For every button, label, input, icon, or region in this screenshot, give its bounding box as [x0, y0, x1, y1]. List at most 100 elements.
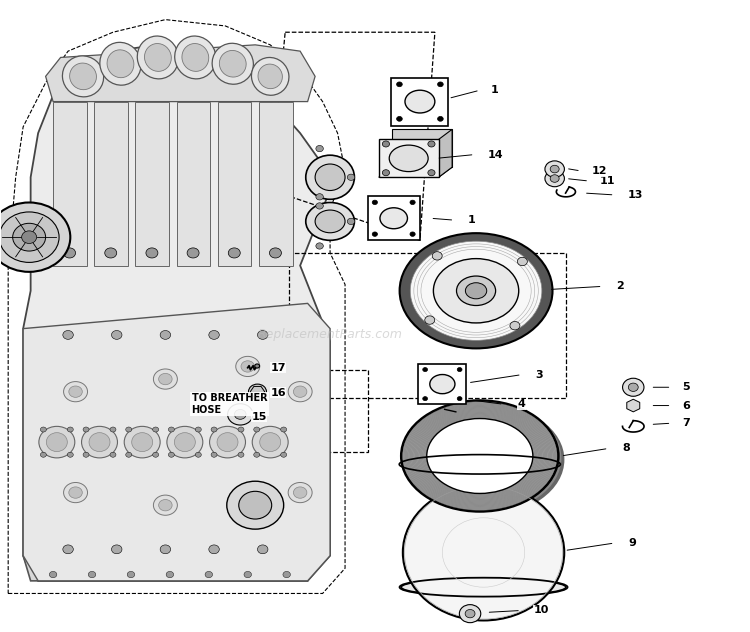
Circle shape [347, 218, 355, 224]
Text: 13: 13 [628, 190, 644, 200]
Circle shape [403, 485, 564, 621]
Circle shape [83, 427, 89, 432]
Circle shape [427, 141, 435, 147]
Circle shape [209, 331, 219, 339]
Circle shape [410, 200, 416, 205]
Ellipse shape [380, 208, 407, 229]
Circle shape [40, 453, 46, 458]
Ellipse shape [82, 427, 118, 458]
Circle shape [397, 116, 402, 121]
Ellipse shape [466, 283, 487, 299]
Circle shape [211, 453, 217, 458]
Circle shape [0, 212, 59, 262]
Circle shape [105, 248, 117, 258]
Circle shape [64, 248, 76, 258]
Circle shape [159, 499, 172, 511]
Ellipse shape [167, 427, 202, 458]
Ellipse shape [427, 418, 532, 494]
Polygon shape [379, 167, 452, 177]
Circle shape [159, 374, 172, 385]
Circle shape [63, 331, 74, 339]
Circle shape [550, 174, 560, 182]
Circle shape [347, 174, 355, 180]
Circle shape [160, 331, 171, 339]
Circle shape [88, 571, 96, 578]
Text: 16: 16 [270, 388, 286, 398]
Circle shape [316, 203, 323, 209]
Ellipse shape [306, 155, 355, 199]
Polygon shape [368, 196, 420, 240]
Ellipse shape [219, 51, 246, 77]
Circle shape [209, 545, 219, 554]
Circle shape [437, 82, 443, 87]
Circle shape [63, 545, 74, 554]
Circle shape [257, 331, 268, 339]
Circle shape [13, 223, 46, 251]
Circle shape [288, 482, 312, 502]
Ellipse shape [107, 50, 134, 78]
Circle shape [244, 571, 251, 578]
Circle shape [69, 487, 82, 498]
Circle shape [427, 170, 435, 176]
Circle shape [280, 427, 286, 432]
Circle shape [154, 369, 177, 389]
Circle shape [437, 116, 443, 121]
Circle shape [432, 252, 442, 260]
Circle shape [316, 145, 323, 152]
Ellipse shape [251, 58, 289, 95]
Text: 9: 9 [628, 538, 636, 548]
Circle shape [628, 383, 638, 391]
Circle shape [50, 571, 57, 578]
Text: 5: 5 [682, 382, 689, 392]
Circle shape [0, 202, 70, 272]
Polygon shape [136, 102, 170, 265]
Circle shape [169, 427, 174, 432]
Circle shape [288, 382, 312, 402]
Circle shape [195, 453, 201, 458]
Circle shape [146, 248, 158, 258]
Circle shape [254, 453, 260, 458]
Circle shape [510, 322, 520, 330]
Polygon shape [53, 102, 87, 265]
Polygon shape [439, 130, 452, 177]
Circle shape [458, 397, 462, 401]
Circle shape [255, 364, 260, 368]
Ellipse shape [389, 145, 428, 172]
Ellipse shape [175, 36, 216, 79]
Text: 12: 12 [592, 166, 608, 176]
Circle shape [283, 571, 290, 578]
Circle shape [238, 453, 244, 458]
Circle shape [382, 170, 389, 176]
Ellipse shape [258, 64, 283, 88]
Circle shape [423, 368, 427, 372]
Text: 17: 17 [270, 363, 286, 373]
Circle shape [372, 200, 377, 205]
Circle shape [458, 368, 462, 372]
Polygon shape [23, 45, 330, 581]
Circle shape [269, 248, 281, 258]
Circle shape [518, 257, 527, 265]
Text: ReplacementParts.com: ReplacementParts.com [258, 329, 403, 341]
Text: 2: 2 [616, 281, 624, 291]
Polygon shape [23, 556, 322, 581]
Circle shape [126, 453, 132, 458]
Ellipse shape [430, 375, 455, 394]
Circle shape [316, 243, 323, 249]
Ellipse shape [137, 36, 178, 79]
Circle shape [257, 545, 268, 554]
Ellipse shape [124, 427, 160, 458]
Polygon shape [251, 386, 265, 397]
Polygon shape [176, 102, 210, 265]
Circle shape [280, 453, 286, 458]
Text: 15: 15 [251, 412, 267, 422]
Text: 14: 14 [488, 150, 504, 159]
Ellipse shape [46, 433, 68, 452]
Polygon shape [46, 45, 315, 102]
Circle shape [187, 248, 199, 258]
Circle shape [238, 491, 272, 519]
Circle shape [382, 141, 389, 147]
Circle shape [64, 482, 88, 502]
Circle shape [293, 386, 307, 398]
Circle shape [465, 609, 475, 618]
Circle shape [83, 453, 89, 458]
